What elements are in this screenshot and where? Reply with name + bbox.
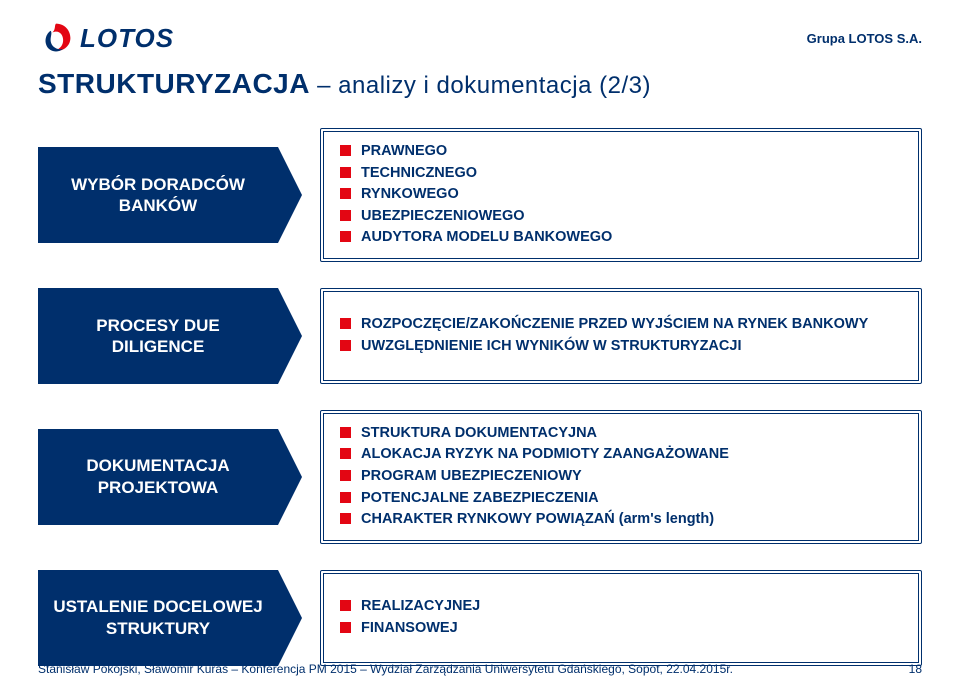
title-suffix: (2/3)	[599, 72, 651, 99]
bullet-item: AUDYTORA MODELU BANKOWEGO	[340, 228, 612, 248]
lotos-logo-icon	[38, 20, 74, 56]
square-bullet-icon	[340, 145, 351, 156]
bullet-list: STRUKTURA DOKUMENTACYJNAALOKACJA RYZYK N…	[340, 424, 729, 530]
bullet-item: ROZPOCZĘCIE/ZAKOŃCZENIE PRZED WYJŚCIEM N…	[340, 315, 868, 335]
bullet-text: PROGRAM UBEZPIECZENIOWY	[361, 467, 582, 487]
diagram-row: WYBÓR DORADCÓW BANKÓW PRAWNEGOTECHNICZNEG…	[38, 128, 922, 262]
bullet-item: PROGRAM UBEZPIECZENIOWY	[340, 467, 729, 487]
bullet-list: ROZPOCZĘCIE/ZAKOŃCZENIE PRZED WYJŚCIEM N…	[340, 315, 868, 356]
row-label-box: DOKUMENTACJA PROJEKTOWA	[38, 429, 278, 525]
square-bullet-icon	[340, 513, 351, 524]
footer: Stanisław Pokojski, Sławomir Kuras – Kon…	[38, 662, 922, 676]
square-bullet-icon	[340, 231, 351, 242]
diagram-row: USTALENIE DOCELOWEJ STRUKTURY REALIZACYJN…	[38, 570, 922, 666]
row-content-box: ROZPOCZĘCIE/ZAKOŃCZENIE PRZED WYJŚCIEM N…	[320, 288, 922, 384]
bullet-item: UWZGLĘDNIENIE ICH WYNIKÓW W STRUKTURYZAC…	[340, 337, 868, 357]
diagram-row: PROCESY DUE DILIGENCE ROZPOCZĘCIE/ZAKOŃCZ…	[38, 288, 922, 384]
square-bullet-icon	[340, 600, 351, 611]
bullet-text: ALOKACJA RYZYK NA PODMIOTY ZAANGAŻOWANE	[361, 445, 729, 465]
row-label: PROCESY DUE DILIGENCE	[50, 315, 266, 358]
square-bullet-icon	[340, 340, 351, 351]
slide-title: STRUKTURYZACJA – analizy i dokumentacja …	[38, 68, 922, 100]
square-bullet-icon	[340, 167, 351, 178]
square-bullet-icon	[340, 492, 351, 503]
square-bullet-icon	[340, 470, 351, 481]
square-bullet-icon	[340, 210, 351, 221]
bullet-item: CHARAKTER RYNKOWY POWIĄZAŃ (arm's length…	[340, 510, 729, 530]
title-rest: – analizy i dokumentacja	[310, 72, 599, 99]
bullet-item: RYNKOWEGO	[340, 185, 612, 205]
chevron-right-icon	[278, 429, 302, 525]
bullet-item: TECHNICZNEGO	[340, 164, 612, 184]
row-label: USTALENIE DOCELOWEJ STRUKTURY	[50, 596, 266, 639]
bullet-list: REALIZACYJNEJFINANSOWEJ	[340, 597, 480, 638]
row-content-box: STRUKTURA DOKUMENTACYJNAALOKACJA RYZYK N…	[320, 410, 922, 544]
bullet-item: FINANSOWEJ	[340, 619, 480, 639]
bullet-text: UBEZPIECZENIOWEGO	[361, 207, 525, 227]
square-bullet-icon	[340, 622, 351, 633]
bullet-text: PRAWNEGO	[361, 142, 447, 162]
bullet-item: STRUKTURA DOKUMENTACYJNA	[340, 424, 729, 444]
corporate-name: Grupa LOTOS S.A.	[807, 31, 922, 46]
row-label-box: PROCESY DUE DILIGENCE	[38, 288, 278, 384]
row-label-box: WYBÓR DORADCÓW BANKÓW	[38, 147, 278, 243]
row-label-box: USTALENIE DOCELOWEJ STRUKTURY	[38, 570, 278, 666]
bullet-text: CHARAKTER RYNKOWY POWIĄZAŃ (arm's length…	[361, 510, 714, 530]
bullet-text: ROZPOCZĘCIE/ZAKOŃCZENIE PRZED WYJŚCIEM N…	[361, 315, 868, 335]
logo-text: LOTOS	[80, 23, 174, 54]
square-bullet-icon	[340, 427, 351, 438]
chevron-right-icon	[278, 570, 302, 666]
bullet-item: UBEZPIECZENIOWEGO	[340, 207, 612, 227]
page-number: 18	[909, 662, 922, 676]
chevron-right-icon	[278, 147, 302, 243]
square-bullet-icon	[340, 448, 351, 459]
bullet-item: REALIZACYJNEJ	[340, 597, 480, 617]
bullet-text: TECHNICZNEGO	[361, 164, 477, 184]
header: LOTOS Grupa LOTOS S.A.	[38, 20, 922, 56]
bullet-text: UWZGLĘDNIENIE ICH WYNIKÓW W STRUKTURYZAC…	[361, 337, 741, 357]
square-bullet-icon	[340, 318, 351, 329]
bullet-list: PRAWNEGOTECHNICZNEGORYNKOWEGOUBEZPIECZEN…	[340, 142, 612, 248]
bullet-text: AUDYTORA MODELU BANKOWEGO	[361, 228, 612, 248]
chevron-right-icon	[278, 288, 302, 384]
bullet-text: POTENCJALNE ZABEZPIECZENIA	[361, 489, 599, 509]
bullet-text: FINANSOWEJ	[361, 619, 458, 639]
row-label: DOKUMENTACJA PROJEKTOWA	[50, 455, 266, 498]
bullet-text: RYNKOWEGO	[361, 185, 459, 205]
bullet-item: POTENCJALNE ZABEZPIECZENIA	[340, 489, 729, 509]
square-bullet-icon	[340, 188, 351, 199]
row-label: WYBÓR DORADCÓW BANKÓW	[50, 174, 266, 217]
bullet-text: REALIZACYJNEJ	[361, 597, 480, 617]
bullet-item: ALOKACJA RYZYK NA PODMIOTY ZAANGAŻOWANE	[340, 445, 729, 465]
diagram-rows: WYBÓR DORADCÓW BANKÓW PRAWNEGOTECHNICZNEG…	[38, 128, 922, 666]
title-main: STRUKTURYZACJA	[38, 68, 310, 99]
row-content-box: PRAWNEGOTECHNICZNEGORYNKOWEGOUBEZPIECZEN…	[320, 128, 922, 262]
footer-text: Stanisław Pokojski, Sławomir Kuras – Kon…	[38, 662, 733, 676]
logo: LOTOS	[38, 20, 174, 56]
bullet-item: PRAWNEGO	[340, 142, 612, 162]
diagram-row: DOKUMENTACJA PROJEKTOWA STRUKTURA DOKUMEN…	[38, 410, 922, 544]
row-content-box: REALIZACYJNEJFINANSOWEJ	[320, 570, 922, 666]
bullet-text: STRUKTURA DOKUMENTACYJNA	[361, 424, 597, 444]
